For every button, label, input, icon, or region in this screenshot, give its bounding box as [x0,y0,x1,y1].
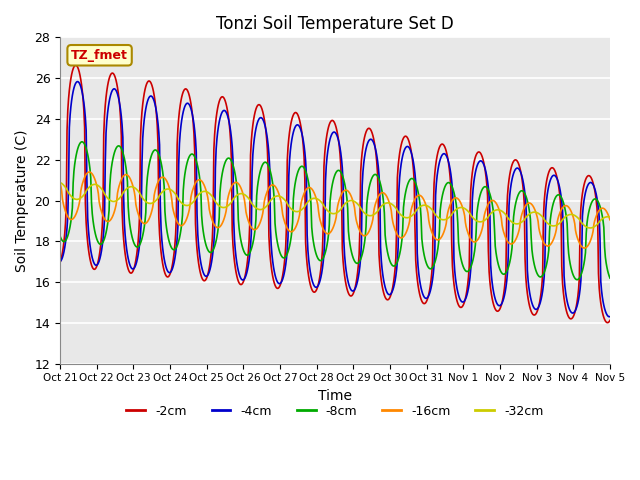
-2cm [403,134,410,140]
-32cm [67,192,74,198]
Line: -4cm: -4cm [60,82,610,317]
Line: -32cm: -32cm [60,182,610,228]
-4cm [74,79,81,84]
-4cm [179,109,187,115]
X-axis label: Time: Time [318,389,352,403]
-8cm [124,179,131,185]
-4cm [403,144,410,150]
-4cm [124,252,131,257]
Text: TZ_fmet: TZ_fmet [71,49,128,62]
-2cm [72,62,79,68]
-16cm [67,216,74,222]
Line: -8cm: -8cm [60,142,610,280]
-16cm [419,195,426,201]
-2cm [179,89,187,95]
Title: Tonzi Soil Temperature Set D: Tonzi Soil Temperature Set D [216,15,454,33]
-2cm [124,264,131,269]
-32cm [56,180,64,185]
-32cm [586,225,594,231]
-8cm [67,223,74,229]
Legend: -2cm, -4cm, -8cm, -16cm, -32cm: -2cm, -4cm, -8cm, -16cm, -32cm [122,400,548,423]
-8cm [573,277,581,283]
-4cm [606,314,614,320]
-16cm [85,169,93,175]
Line: -16cm: -16cm [60,172,610,248]
-8cm [209,249,216,254]
-16cm [403,228,410,234]
-16cm [581,245,589,251]
-2cm [604,320,611,325]
-2cm [56,259,64,265]
-2cm [419,300,426,305]
-4cm [67,112,74,118]
-8cm [79,139,86,144]
-8cm [56,233,64,239]
Y-axis label: Soil Temperature (C): Soil Temperature (C) [15,129,29,272]
-2cm [606,318,614,324]
-4cm [605,314,613,320]
-16cm [56,180,64,186]
-4cm [419,291,426,297]
-2cm [67,81,74,87]
-4cm [56,259,64,264]
-4cm [209,254,216,260]
-32cm [402,215,410,221]
-32cm [418,203,426,209]
-8cm [403,185,410,191]
-32cm [179,201,186,206]
-8cm [419,243,426,249]
-16cm [179,222,187,228]
-16cm [209,217,216,223]
-2cm [209,236,216,241]
-32cm [208,193,216,199]
-16cm [606,217,614,223]
-32cm [606,214,614,220]
-8cm [179,187,187,193]
-16cm [124,172,131,178]
-32cm [123,186,131,192]
Line: -2cm: -2cm [60,65,610,323]
-8cm [606,275,614,281]
